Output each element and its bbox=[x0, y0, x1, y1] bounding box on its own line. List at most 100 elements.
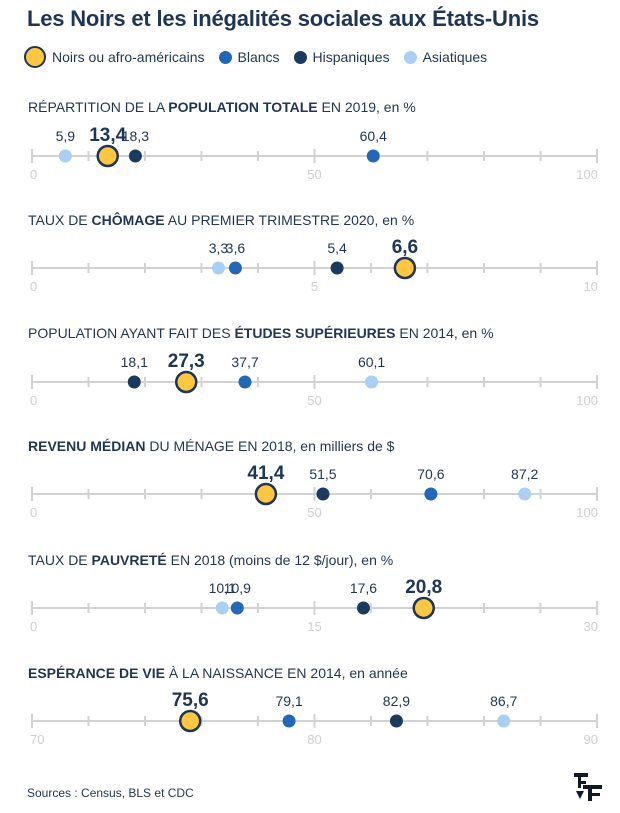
tick-label: 50 bbox=[307, 505, 321, 520]
data-label-hispaniques: 82,9 bbox=[383, 693, 410, 709]
section-title-pauvrete: TAUX DE PAUVRETÉ EN 2018 (moins de 12 $/… bbox=[28, 552, 393, 568]
tick-label: 100 bbox=[576, 167, 598, 182]
section-title-text: AU PREMIER TRIMESTRE 2020, en % bbox=[164, 212, 415, 228]
section-title-text: À LA NAISSANCE EN 2014, en année bbox=[164, 665, 408, 681]
data-point-hispaniques bbox=[389, 714, 403, 728]
data-point-blancs bbox=[230, 601, 244, 615]
tick-label: 90 bbox=[584, 732, 598, 747]
section-title-population: RÉPARTITION DE LA POPULATION TOTALE EN 2… bbox=[28, 99, 416, 115]
legend-marker-hispaniques bbox=[293, 50, 307, 64]
legend-item-hispaniques: Hispaniques bbox=[293, 49, 390, 65]
data-point-blancs bbox=[228, 261, 242, 275]
legend-label-noirs: Noirs ou afro-américains bbox=[52, 49, 205, 65]
tick-label: 50 bbox=[307, 167, 321, 182]
legend-marker-asiatiques bbox=[403, 50, 417, 64]
data-point-hispaniques bbox=[356, 601, 370, 615]
data-point-blancs bbox=[366, 149, 380, 163]
section-title-esperance: ESPÉRANCE DE VIE À LA NAISSANCE EN 2014,… bbox=[28, 665, 408, 681]
section-title-emphasis: ESPÉRANCE DE VIE bbox=[28, 665, 165, 681]
legend-label-asiatiques: Asiatiques bbox=[422, 49, 488, 65]
section-title-text: TAUX DE bbox=[28, 212, 92, 228]
data-label-blancs: 70,6 bbox=[417, 466, 444, 482]
data-point-blancs bbox=[238, 375, 252, 389]
data-label-asiatiques: 3,3 bbox=[209, 240, 229, 256]
legend-label-blancs: Blancs bbox=[237, 49, 280, 65]
section-title-emphasis: PAUVRETÉ bbox=[91, 552, 167, 568]
tick-label: 30 bbox=[584, 619, 598, 634]
legend-marker-blancs bbox=[218, 50, 232, 64]
data-label-blancs: 10,9 bbox=[224, 580, 251, 596]
section-title-revenu: REVENU MÉDIAN DU MÉNAGE EN 2018, en mill… bbox=[28, 438, 394, 454]
data-label-hispaniques: 18,3 bbox=[122, 128, 149, 144]
tick-label: 0 bbox=[30, 279, 37, 294]
le-figaro-logo-icon bbox=[574, 773, 602, 801]
data-point-noirs bbox=[393, 256, 417, 280]
data-label-asiatiques: 10,1 bbox=[209, 580, 236, 596]
data-label-hispaniques: 18,1 bbox=[121, 354, 148, 370]
data-label-noirs: 6,6 bbox=[392, 237, 418, 258]
data-point-hispaniques bbox=[127, 375, 141, 389]
data-label-blancs: 3,6 bbox=[226, 240, 246, 256]
tick-label: 100 bbox=[576, 393, 598, 408]
legend-item-blancs: Blancs bbox=[218, 49, 280, 65]
panel-chomage: 0 5 10 3,6 5,4 3,3 6,6 bbox=[30, 237, 598, 294]
legend-item-noirs: Noirs ou afro-américains bbox=[24, 46, 205, 68]
data-point-hispaniques bbox=[330, 261, 344, 275]
section-title-text: EN 2018 (moins de 12 $/jour), en % bbox=[166, 552, 394, 568]
data-point-noirs bbox=[178, 709, 202, 733]
tick-label: 10 bbox=[584, 279, 598, 294]
data-point-blancs bbox=[282, 714, 296, 728]
data-point-asiatiques bbox=[497, 714, 511, 728]
section-title-emphasis: ÉTUDES SUPÉRIEURES bbox=[234, 325, 396, 341]
section-title-text: RÉPARTITION DE LA bbox=[28, 99, 169, 115]
section-title-emphasis: POPULATION TOTALE bbox=[168, 99, 318, 115]
data-label-hispaniques: 5,4 bbox=[327, 240, 347, 256]
section-title-text: EN 2014, en % bbox=[395, 325, 494, 341]
tick-label: 0 bbox=[30, 505, 37, 520]
legend: Noirs ou afro-américains Blancs Hispaniq… bbox=[24, 45, 501, 69]
data-point-asiatiques bbox=[365, 375, 379, 389]
tick-label: 0 bbox=[30, 619, 37, 634]
section-title-emphasis: REVENU MÉDIAN bbox=[28, 438, 146, 454]
data-label-asiatiques: 5,9 bbox=[56, 128, 76, 144]
data-point-hispaniques bbox=[128, 149, 142, 163]
data-label-blancs: 37,7 bbox=[231, 354, 258, 370]
section-title-chomage: TAUX DE CHÔMAGE AU PREMIER TRIMESTRE 202… bbox=[28, 212, 414, 228]
tick-label: 70 bbox=[30, 732, 44, 747]
panel-etudes: 0 50 100 37,7 18,1 60,1 27,3 bbox=[30, 351, 598, 408]
data-label-noirs: 27,3 bbox=[168, 351, 205, 372]
tick-label: 0 bbox=[30, 393, 37, 408]
data-label-hispaniques: 17,6 bbox=[350, 580, 377, 596]
data-point-noirs bbox=[254, 482, 278, 506]
sources-note: Sources : Census, BLS et CDC bbox=[27, 786, 194, 800]
data-label-asiatiques: 86,7 bbox=[490, 693, 517, 709]
legend-marker-noirs bbox=[24, 46, 46, 68]
data-point-noirs bbox=[412, 596, 435, 620]
section-title-text: DU MÉNAGE EN 2018, en milliers de $ bbox=[145, 438, 395, 454]
data-point-noirs bbox=[96, 144, 119, 168]
dot-plot-chart: 0 50 100 60,4 18,3 5,9 13,4 0 5 10 3,6 5,4 3,3 6,6 0 50… bbox=[30, 125, 598, 747]
tick-label: 0 bbox=[30, 167, 37, 182]
data-label-noirs: 13,4 bbox=[89, 125, 126, 146]
data-point-asiatiques bbox=[58, 149, 72, 163]
section-title-text: TAUX DE bbox=[28, 552, 92, 568]
data-label-blancs: 79,1 bbox=[275, 693, 302, 709]
panel-revenu: 0 50 100 70,6 51,5 87,2 41,4 bbox=[30, 463, 598, 520]
data-label-asiatiques: 60,1 bbox=[358, 354, 385, 370]
tick-label: 100 bbox=[576, 505, 598, 520]
data-point-noirs bbox=[174, 370, 198, 394]
panel-pauvrete: 0 15 30 10,9 17,6 10,1 20,8 bbox=[30, 577, 598, 634]
legend-item-asiatiques: Asiatiques bbox=[403, 49, 488, 65]
data-point-asiatiques bbox=[215, 601, 229, 615]
section-title-text: EN 2019, en % bbox=[317, 99, 416, 115]
data-label-noirs: 41,4 bbox=[247, 463, 284, 484]
data-label-noirs: 20,8 bbox=[405, 577, 442, 598]
chart-title: Les Noirs et les inégalités sociales aux… bbox=[27, 6, 539, 31]
data-label-asiatiques: 87,2 bbox=[511, 466, 538, 482]
data-label-noirs: 75,6 bbox=[172, 690, 209, 711]
tick-label: 5 bbox=[311, 279, 318, 294]
data-label-hispaniques: 51,5 bbox=[309, 466, 336, 482]
section-title-etudes: POPULATION AYANT FAIT DES ÉTUDES SUPÉRIE… bbox=[28, 325, 494, 341]
data-label-blancs: 60,4 bbox=[360, 128, 387, 144]
legend-label-hispaniques: Hispaniques bbox=[312, 49, 390, 65]
